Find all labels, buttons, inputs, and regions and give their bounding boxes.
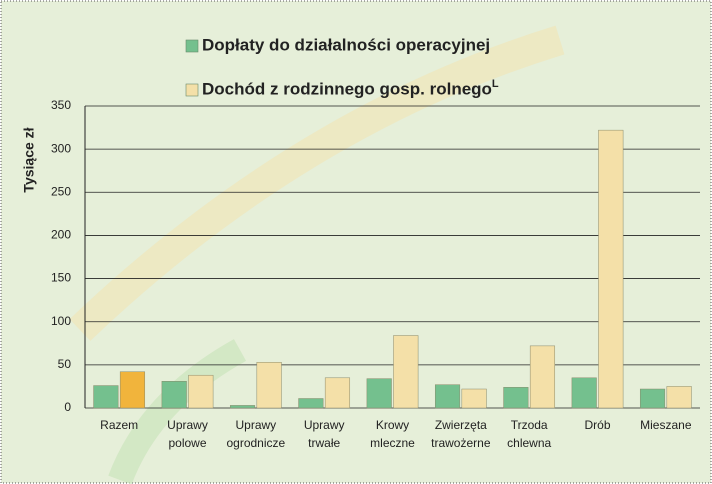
y-tick-label: 150 — [51, 271, 71, 285]
bar — [325, 378, 350, 408]
bar — [189, 375, 214, 408]
y-tick-label: 350 — [51, 98, 71, 112]
x-tick-label: Drób — [584, 418, 610, 432]
x-tick-label: Mieszane — [640, 418, 692, 432]
bar — [94, 386, 119, 408]
chart: Tysiące zł 0 50 100 150 200 250 300 350 Dopłaty … — [0, 0, 712, 484]
bar — [367, 379, 392, 408]
y-tick-label: 50 — [58, 357, 72, 371]
bar — [230, 405, 255, 408]
y-tick-label: 200 — [51, 228, 71, 242]
y-tick-label: 0 — [64, 400, 71, 414]
x-tick-label: Razem — [100, 418, 138, 432]
bar — [667, 386, 692, 408]
legend-label: Dochód z rodzinnego gosp. rolnegoL — [202, 78, 499, 99]
bar — [435, 385, 460, 408]
legend-label: Dopłaty do działalności operacyjnej — [202, 35, 490, 54]
bar — [257, 362, 282, 408]
legend-superscript: L — [492, 78, 499, 90]
legend-marker — [186, 84, 198, 96]
bar — [120, 372, 145, 408]
legend-marker — [186, 40, 198, 52]
bar — [462, 389, 487, 408]
bar — [299, 399, 324, 408]
bar — [599, 130, 624, 408]
bar — [504, 387, 529, 408]
y-tick-label: 250 — [51, 184, 71, 198]
bar — [572, 378, 597, 408]
y-tick-label: 100 — [51, 314, 71, 328]
y-axis-title: Tysiące zł — [21, 127, 37, 192]
bar — [640, 389, 665, 408]
bar — [530, 346, 555, 408]
bar — [394, 336, 419, 408]
y-tick-label: 300 — [51, 141, 71, 155]
page: Tysiące zł 0 50 100 150 200 250 300 350 Dopłaty … — [0, 0, 712, 484]
bar — [162, 381, 187, 408]
